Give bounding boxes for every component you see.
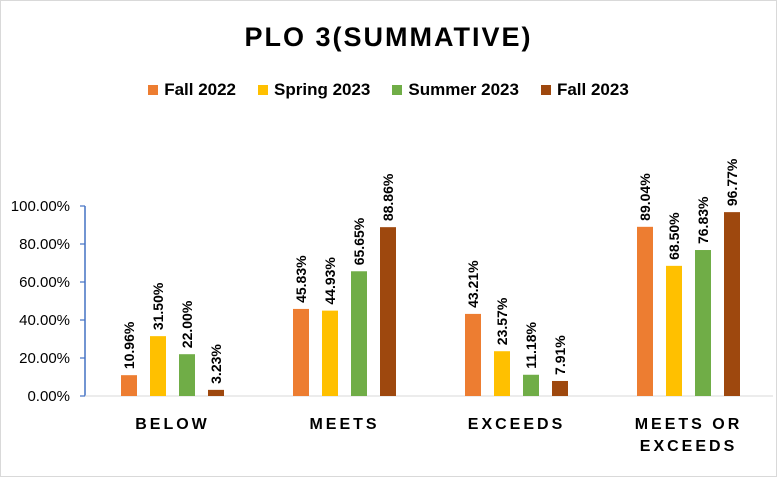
bar: [637, 226, 653, 396]
legend-label-fall-2022: Fall 2022: [164, 80, 237, 99]
data-label: 23.57%: [494, 297, 510, 345]
data-label: 43.21%: [465, 260, 481, 308]
legend-swatch-fall-2023: [540, 85, 551, 95]
data-label: 22.00%: [179, 300, 195, 348]
bar: [695, 250, 711, 396]
bar: [724, 212, 740, 396]
bar: [208, 389, 224, 396]
legend-item-spring-2023: Spring 2023: [258, 80, 370, 100]
category-label: MEETS OR: [635, 416, 743, 433]
category-label: MEETS: [309, 416, 379, 433]
category-label: EXCEEDS: [640, 438, 737, 455]
data-label: 10.96%: [121, 321, 137, 369]
bar: [465, 313, 481, 396]
y-tick-label: 80.00%: [19, 236, 70, 253]
bar: [179, 354, 195, 396]
data-label: 45.83%: [293, 255, 309, 303]
data-label: 65.65%: [351, 217, 367, 265]
category-label: EXCEEDS: [468, 416, 565, 433]
legend: Fall 2022 Spring 2023 Summer 2023 Fall 2…: [0, 80, 777, 100]
y-tick-label: 20.00%: [19, 350, 70, 367]
data-label: 31.50%: [150, 282, 166, 330]
bar: [380, 227, 396, 396]
data-label: 7.91%: [552, 335, 568, 375]
data-label: 68.50%: [666, 212, 682, 260]
data-label: 11.18%: [523, 321, 539, 368]
bar: [351, 271, 367, 396]
bar: [293, 308, 309, 396]
legend-label-fall-2023: Fall 2023: [556, 80, 629, 99]
data-label: 3.23%: [208, 344, 224, 384]
data-label: 96.77%: [724, 158, 740, 206]
bar: [121, 375, 137, 396]
chart-title: PLO 3(SUMMATIVE): [244, 22, 533, 52]
legend-swatch-fall-2022: [148, 85, 159, 95]
data-label: 88.86%: [380, 173, 396, 221]
legend-label-spring-2023: Spring 2023: [274, 80, 371, 99]
y-tick-label: 40.00%: [19, 312, 70, 329]
legend-item-fall-2023: Fall 2023: [540, 80, 629, 100]
bar: [552, 380, 568, 396]
bar: [523, 374, 539, 396]
legend-item-summer-2023: Summer 2023: [392, 80, 519, 100]
bar: [322, 310, 338, 396]
y-tick-label: 100.00%: [11, 198, 70, 215]
bar: [666, 265, 682, 396]
data-label: 89.04%: [637, 173, 653, 221]
data-label: 44.93%: [322, 257, 338, 305]
bar: [494, 351, 510, 396]
legend-swatch-summer-2023: [392, 85, 403, 95]
category-label: BELOW: [135, 416, 210, 433]
data-label: 76.83%: [695, 196, 711, 244]
y-tick-label: 0.00%: [27, 388, 70, 405]
legend-item-fall-2022: Fall 2022: [148, 80, 236, 100]
legend-label-summer-2023: Summer 2023: [408, 80, 519, 99]
bar: [150, 336, 166, 396]
legend-swatch-spring-2023: [258, 85, 269, 95]
y-tick-label: 60.00%: [19, 274, 70, 291]
